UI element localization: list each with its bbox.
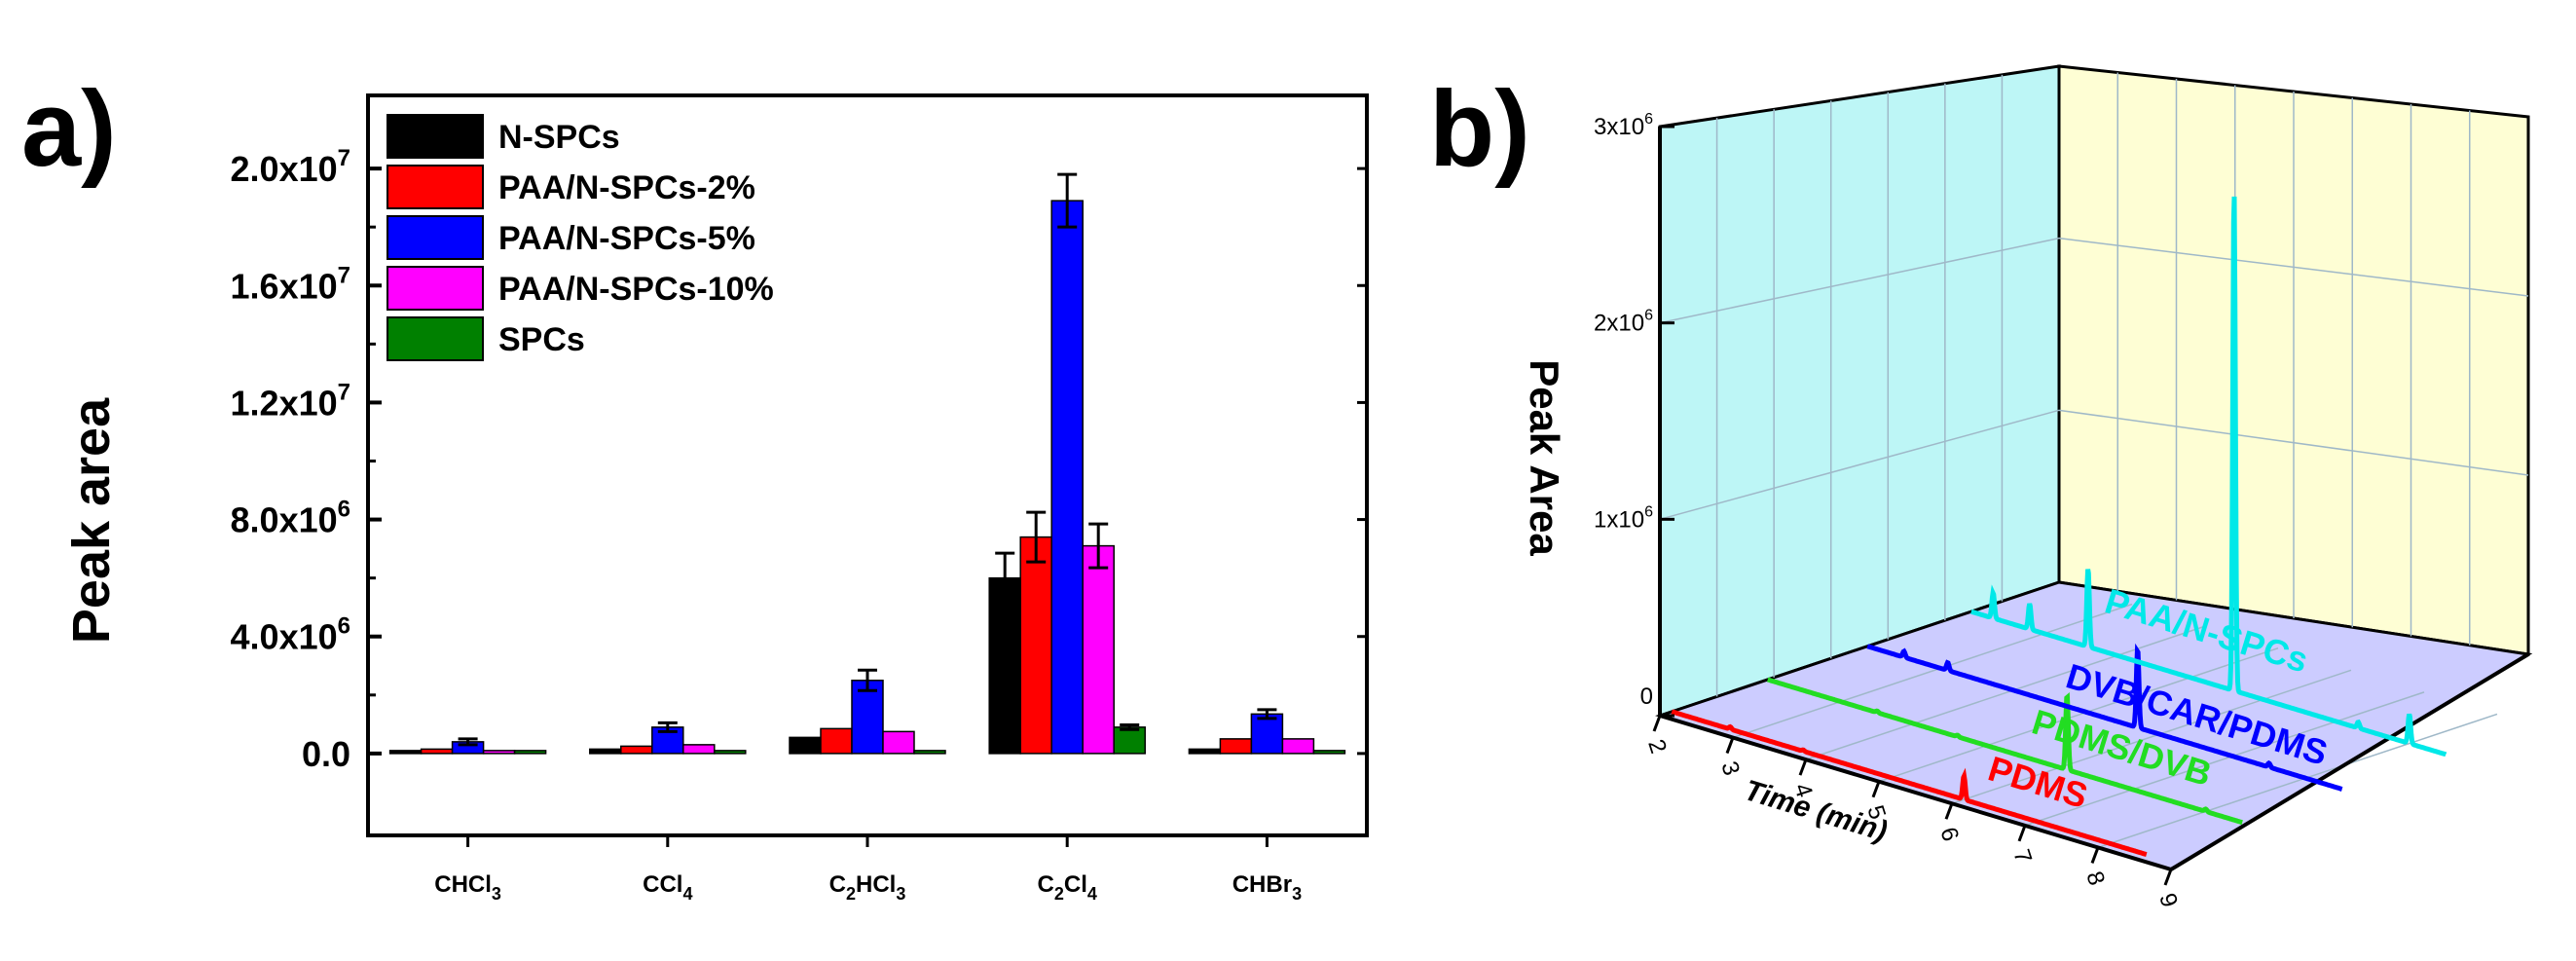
legend-swatch <box>386 316 484 361</box>
bar-paa-n-spcs-2- <box>620 745 653 755</box>
panel-a-label: a) <box>21 69 117 189</box>
z-tick-label: 2x106 <box>1594 308 1653 337</box>
y-tick-label: 8.0x106 <box>231 497 350 540</box>
trace-pdms <box>1671 709 2148 858</box>
bar-spcs <box>913 750 946 755</box>
bar-spcs <box>1312 750 1346 755</box>
legend-label: SPCs <box>498 321 585 358</box>
floor-grid <box>1805 625 2206 760</box>
bar-paa-n-spcs-2- <box>1019 536 1052 755</box>
y-tick-label: 4.0x106 <box>231 613 350 657</box>
legend-label: PAA/N-SPCs-5% <box>498 220 755 257</box>
y-tick-label: 1.2x107 <box>231 379 350 423</box>
front-edge <box>1659 714 2172 871</box>
floor-grid <box>1732 603 2133 739</box>
trace-pdms-dvb <box>1767 677 2243 826</box>
bar-n-spcs <box>1188 748 1222 755</box>
y-axis-ticks: 0.0 4.0x106 8.0x106 1.2x107 1.6x107 2.0x107 <box>231 145 1367 774</box>
x-axis-ticks <box>466 835 1269 847</box>
grid-lines <box>1659 72 2529 849</box>
time-tick-label: 7 <box>2007 846 2037 867</box>
bar-n-spcs <box>388 750 423 755</box>
legend-label: PAA/N-SPCs-2% <box>498 169 755 206</box>
bar-n-spcs <box>988 576 1021 755</box>
time-tick-mark <box>2017 825 2027 842</box>
floor-grid <box>1951 669 2352 804</box>
time-tick-mark <box>1944 802 1954 820</box>
y-axis-title: Peak area <box>62 397 121 644</box>
bar-paa-n-spcs-5- <box>851 680 884 755</box>
bar-spcs <box>513 750 547 755</box>
bar-spcs <box>714 750 747 755</box>
y-tick-label: 1.6x107 <box>231 262 350 306</box>
panel-a-bar-chart: a) Peak area 0.0 4.0x106 8.0x106 1.2x107 1.6… <box>21 69 1369 904</box>
legend-swatch <box>386 215 484 260</box>
bar-n-spcs <box>789 736 822 755</box>
z-tick-label: 0 <box>1640 684 1653 710</box>
bar-paa-n-spcs-10- <box>482 750 516 755</box>
category-label: C2Cl4 <box>1038 871 1097 904</box>
category-label: C2HCl3 <box>829 871 906 904</box>
right-front-edge <box>2169 652 2530 871</box>
time-tick-mark <box>2090 846 2100 864</box>
bar-paa-n-spcs-5- <box>1050 200 1084 755</box>
bar-spcs <box>1113 726 1146 755</box>
time-tick-label: 2 <box>1642 736 1672 757</box>
time-tick-mark <box>2163 869 2173 886</box>
bars <box>388 172 1346 755</box>
legend-swatch <box>386 266 484 311</box>
bar-paa-n-spcs-10- <box>1082 544 1115 755</box>
bar-paa-n-spcs-5- <box>1250 713 1284 755</box>
bar-paa-n-spcs-2- <box>420 748 454 755</box>
y-tick-label: 2.0x107 <box>231 145 350 189</box>
time-tick-label: 8 <box>2080 869 2110 889</box>
floor-grid <box>2024 691 2425 827</box>
time-tick-mark <box>1798 758 1808 776</box>
x-axis-categories: CHCl3 CCl4 C2HCl3 C2Cl4 CHBr3 <box>434 871 1302 904</box>
category-label: CHCl3 <box>434 871 501 904</box>
left-wall-hgrid <box>1659 409 2060 521</box>
z-axis-ticks: 0 1x106 2x106 3x106 <box>1594 111 1674 718</box>
trace-dvb-car-pdms <box>1866 643 2343 792</box>
time-tick-label: 6 <box>1934 824 1964 844</box>
legend: N-SPCs PAA/N-SPCs-2% PAA/N-SPCs-5% PAA/N-SP… <box>386 114 774 361</box>
category-label: CCl4 <box>643 871 692 904</box>
legend-label: PAA/N-SPCs-10% <box>498 271 774 308</box>
time-tick-label: 3 <box>1715 758 1745 779</box>
legend-swatch <box>386 114 484 159</box>
floor-grid <box>2097 713 2498 849</box>
bar-paa-n-spcs-10- <box>682 744 716 755</box>
legend-swatch <box>386 165 484 209</box>
z-axis-title: Peak Area <box>1522 359 1567 556</box>
time-tick-label: 9 <box>2153 890 2183 910</box>
bar-n-spcs <box>589 748 622 755</box>
bar-paa-n-spcs-2- <box>820 727 853 755</box>
legend-label: N-SPCs <box>498 119 620 156</box>
bar-paa-n-spcs-10- <box>882 730 915 755</box>
trace-paa-n-spcs <box>1970 196 2447 758</box>
time-tick-mark <box>1871 781 1881 798</box>
y-tick-label: 0.0 <box>302 734 350 774</box>
panel-b-label: b) <box>1429 69 1530 189</box>
time-tick-mark <box>1725 737 1735 755</box>
category-label: CHBr3 <box>1233 871 1302 904</box>
bar-paa-n-spcs-10- <box>1281 738 1315 755</box>
bar-paa-n-spcs-2- <box>1219 738 1253 755</box>
z-tick-label: 1x106 <box>1594 503 1653 533</box>
time-tick-mark <box>1652 715 1662 732</box>
floor-grid <box>1878 647 2279 783</box>
z-tick-label: 3x106 <box>1594 111 1653 140</box>
left-wall-hgrid <box>1659 237 2060 324</box>
